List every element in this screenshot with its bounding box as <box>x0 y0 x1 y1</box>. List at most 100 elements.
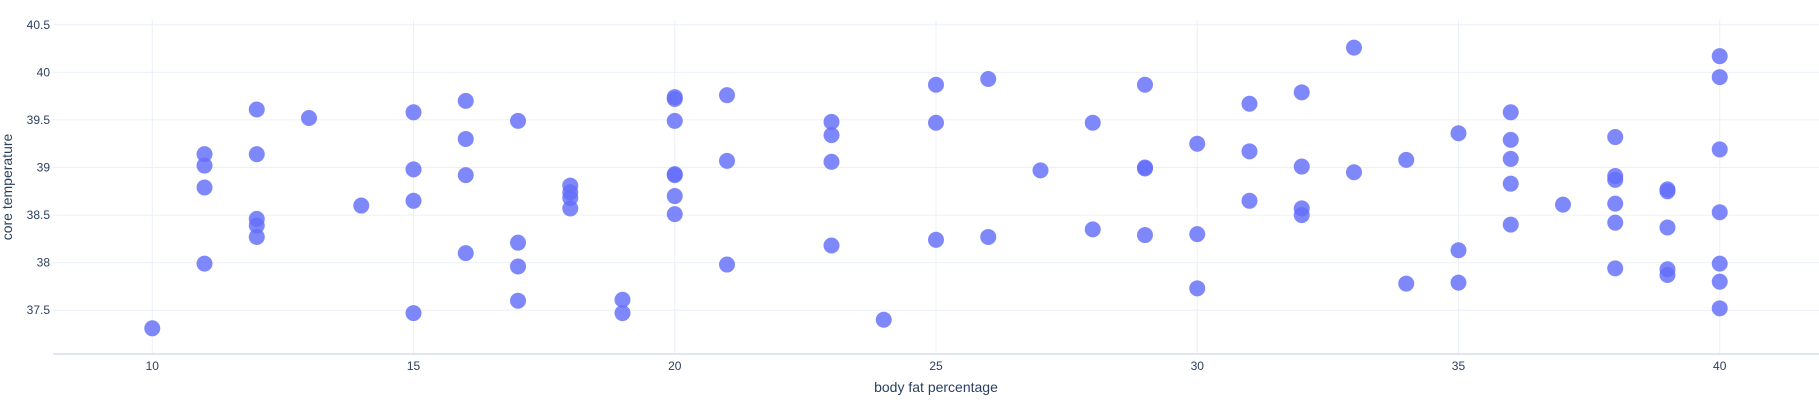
data-point <box>1502 131 1519 148</box>
x-tick-label: 35 <box>1452 359 1466 373</box>
data-point <box>1711 255 1728 272</box>
data-point <box>248 210 265 227</box>
data-point <box>1607 260 1624 277</box>
data-point <box>196 157 213 174</box>
data-point <box>1241 143 1258 160</box>
data-point <box>1607 195 1624 212</box>
data-point <box>1607 168 1624 185</box>
data-point <box>1450 242 1467 259</box>
data-point <box>980 70 997 87</box>
y-tick-label: 40.5 <box>27 18 51 32</box>
y-axis-title: core temperature <box>0 133 15 240</box>
data-point <box>1502 175 1519 192</box>
data-point <box>457 167 474 184</box>
data-points <box>144 39 1728 337</box>
data-point <box>823 237 840 254</box>
data-point <box>248 228 265 245</box>
data-point <box>1502 104 1519 121</box>
data-point <box>301 110 318 127</box>
data-point <box>562 177 579 194</box>
x-tick-labels: 10 15 20 25 30 35 40 <box>146 359 1727 373</box>
data-point <box>1345 164 1362 181</box>
data-point <box>1136 76 1153 93</box>
data-point <box>666 188 683 205</box>
data-point <box>196 179 213 196</box>
data-point <box>405 104 422 121</box>
data-point <box>1293 84 1310 101</box>
x-tick-label: 10 <box>146 359 160 373</box>
data-point <box>1607 129 1624 146</box>
data-point <box>1659 261 1676 278</box>
data-point <box>1659 219 1676 236</box>
data-point <box>1502 150 1519 167</box>
data-point <box>1711 204 1728 221</box>
data-point <box>1345 39 1362 56</box>
data-point <box>457 245 474 262</box>
data-point <box>144 320 161 337</box>
data-point <box>1189 226 1206 243</box>
data-point <box>666 166 683 183</box>
data-point <box>1554 196 1571 213</box>
data-point <box>1136 227 1153 244</box>
data-point <box>510 292 527 309</box>
y-tick-label: 38 <box>37 256 51 270</box>
data-point <box>614 305 631 322</box>
data-point <box>928 231 944 248</box>
grid-lines <box>53 20 1819 354</box>
data-point <box>875 311 892 328</box>
x-tick-label: 20 <box>668 359 682 373</box>
x-tick-label: 15 <box>407 359 421 373</box>
data-point <box>457 130 474 147</box>
data-point <box>1084 114 1101 131</box>
data-point <box>1136 159 1153 176</box>
data-point <box>1711 273 1728 290</box>
data-point <box>719 152 736 169</box>
data-point <box>1450 274 1467 291</box>
data-point <box>248 101 265 118</box>
x-axis-title: body fat percentage <box>874 379 998 395</box>
data-point <box>1711 141 1728 158</box>
y-tick-label: 37.5 <box>27 303 51 317</box>
data-point <box>1450 125 1467 142</box>
data-point <box>1293 158 1310 175</box>
data-point <box>719 256 736 273</box>
data-point <box>1711 69 1728 86</box>
data-point <box>928 76 944 93</box>
data-point <box>928 114 944 131</box>
data-point <box>405 161 422 178</box>
data-point <box>614 291 631 308</box>
data-point <box>666 206 683 223</box>
y-tick-label: 38.5 <box>27 208 51 222</box>
data-point <box>1241 192 1258 209</box>
data-point <box>666 89 683 106</box>
x-tick-label: 30 <box>1191 359 1205 373</box>
y-tick-label: 40 <box>37 65 51 79</box>
data-point <box>1398 151 1415 168</box>
data-point <box>823 127 840 144</box>
x-tick-label: 25 <box>929 359 943 373</box>
data-point <box>719 87 736 104</box>
y-tick-label: 39 <box>37 160 51 174</box>
data-point <box>1293 200 1310 217</box>
data-point <box>1502 216 1519 233</box>
data-point <box>666 112 683 129</box>
data-point <box>823 153 840 170</box>
data-point <box>248 146 265 163</box>
data-point <box>405 305 422 322</box>
data-point <box>1607 214 1624 231</box>
data-point <box>823 113 840 130</box>
data-point <box>1711 300 1728 317</box>
data-point <box>1189 280 1206 297</box>
x-tick-label: 40 <box>1713 359 1727 373</box>
data-point <box>196 255 213 272</box>
y-tick-label: 39.5 <box>27 113 51 127</box>
data-point <box>510 112 527 129</box>
data-point <box>980 228 997 245</box>
data-point <box>1084 221 1101 238</box>
data-point <box>1398 275 1415 292</box>
data-point <box>457 92 474 109</box>
data-point <box>1659 181 1676 198</box>
data-point <box>1241 95 1258 112</box>
data-point <box>353 197 370 214</box>
